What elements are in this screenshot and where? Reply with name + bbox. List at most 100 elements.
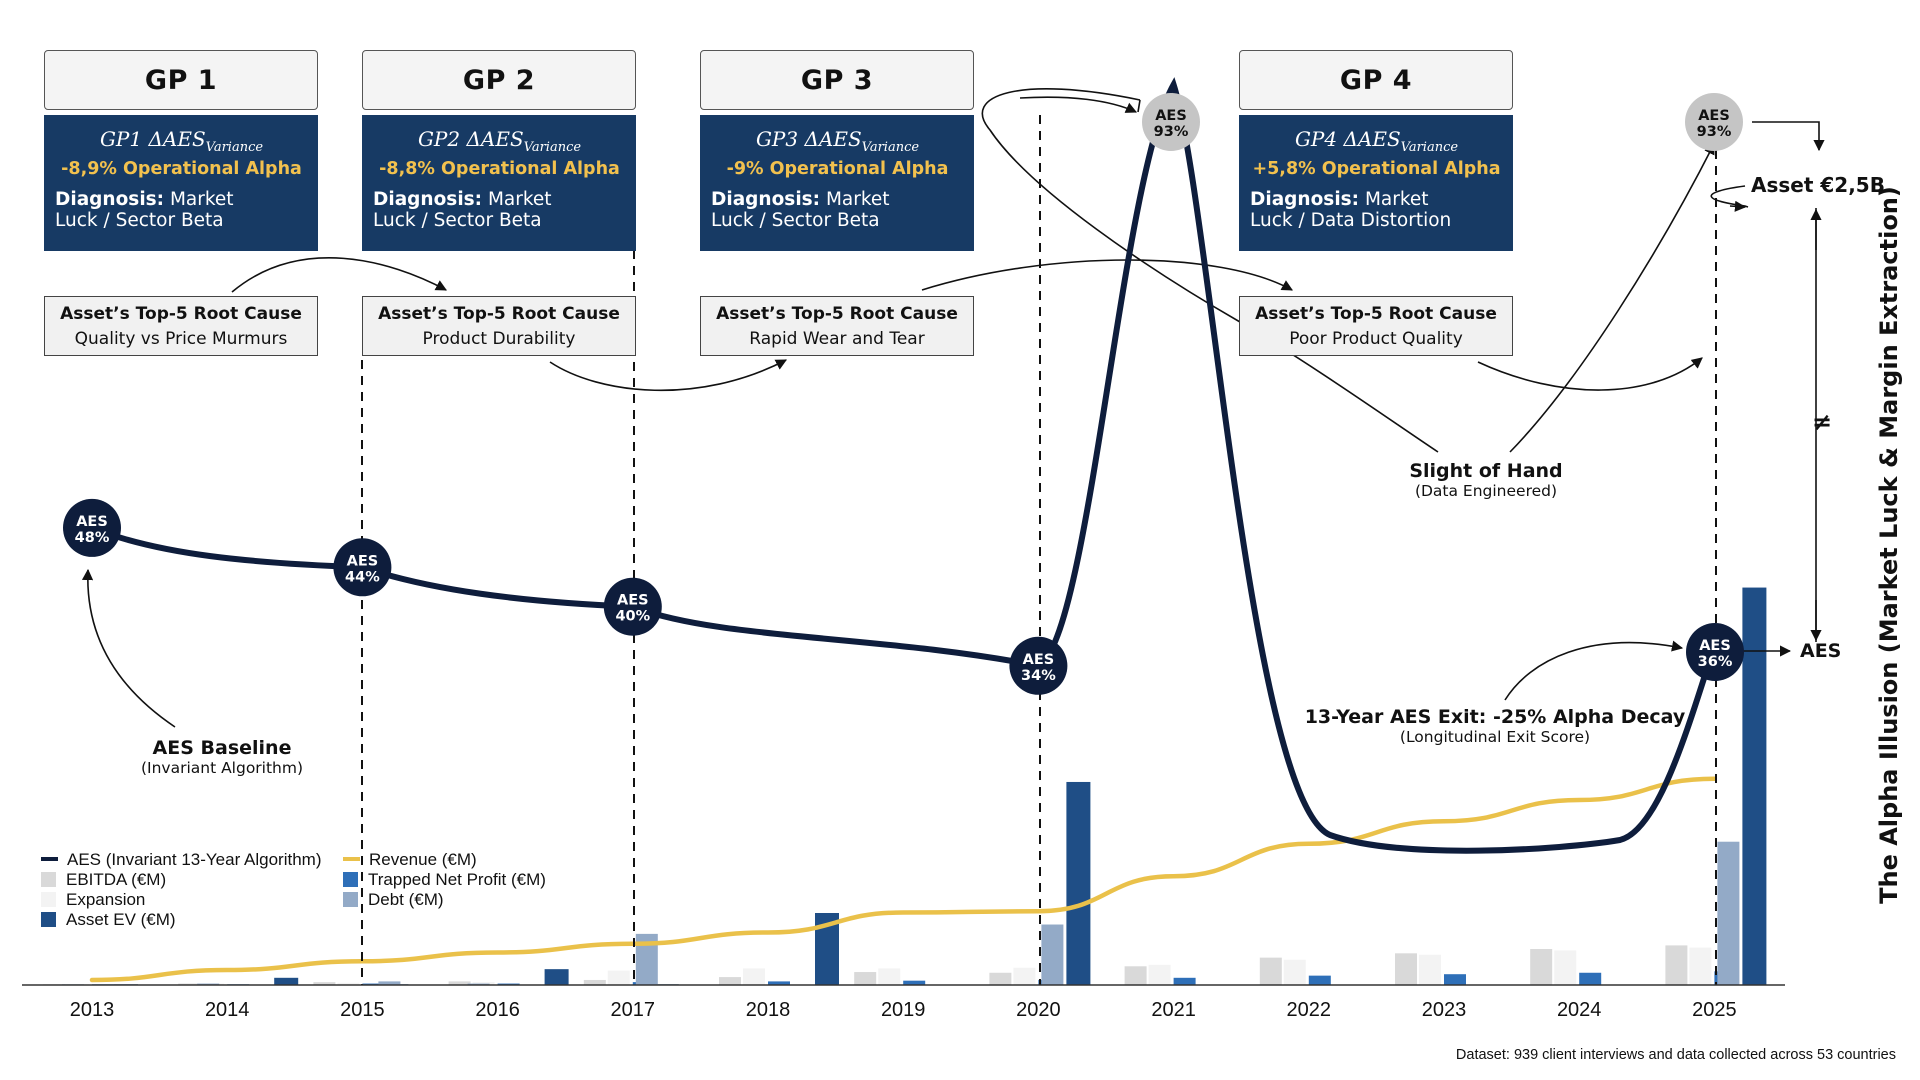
bar-debt-m-2020 (1041, 924, 1064, 985)
gp1-diagnosis-box: GP1 ΔAESVariance -8,9% Operational Alpha… (44, 115, 318, 251)
root-cause-detail: Poor Product Quality (1289, 329, 1463, 349)
arrow-gp1-gp2 (231, 257, 447, 293)
gp2-header: GP 2 (362, 50, 636, 110)
legend-expansion: Expansion (41, 890, 145, 910)
arrow-aes-exit (1504, 640, 1684, 701)
bar-ebitda-m-2024 (1530, 949, 1553, 985)
legend-revenue-swatch (343, 857, 360, 861)
x-tick-label-2019: 2019 (881, 999, 926, 1021)
aes-marker-label: AES (1699, 638, 1731, 654)
arrow-aes-baseline (81, 568, 176, 728)
legend-ebitda-swatch (41, 872, 56, 887)
bar-ebitda-m-2020 (989, 972, 1012, 985)
asset-label-arrow (1729, 200, 1747, 212)
aes-exit-annotation: 13-Year AES Exit: -25% Alpha Decay (Long… (1300, 706, 1690, 746)
x-tick-label-2017: 2017 (611, 999, 656, 1021)
gp3-formula: GP3 ΔAESVariance (755, 127, 920, 155)
slight-of-hand-annotation: Slight of Hand (Data Engineered) (1366, 460, 1606, 500)
gp2-alpha: -8,8% Operational Alpha (379, 159, 620, 179)
legend-asset-ev: Asset EV (€M) (41, 910, 176, 930)
bar-ebitda-m-2015 (313, 982, 336, 985)
gp4-formula: GP4 ΔAESVariance (1294, 127, 1459, 155)
bar-expansion2024 (1554, 950, 1577, 985)
aes-marker-circle (1009, 636, 1068, 695)
bar-debt-m-2015 (378, 981, 401, 985)
bar-expansion2015 (337, 982, 360, 985)
root-cause-detail: Product Durability (422, 329, 576, 349)
x-tick-label-2020: 2020 (1016, 999, 1061, 1021)
gp2-root-cause-box: Asset’s Top-5 Root Cause Product Durabil… (362, 296, 636, 356)
not-equal-sign: ≠ (1812, 408, 1833, 436)
chart-side-title: The Alpha Illusion (Market Luck & Margin… (1875, 186, 1903, 904)
slight-of-hand-label: Slight of Hand (1409, 460, 1563, 482)
x-tick-label-2015: 2015 (340, 999, 385, 1021)
bar-trapped-net-profit-m-2018 (768, 981, 790, 985)
gp4-alpha: +5,8% Operational Alpha (1252, 159, 1501, 179)
aes-marker-circle (1686, 623, 1744, 681)
legend-trapped-net-profit: Trapped Net Profit (€M) (343, 870, 546, 890)
bar-asset-ev-m-2016 (544, 969, 569, 985)
legend-expansion-swatch (41, 892, 56, 907)
bar-asset-ev-m-2020 (1066, 781, 1091, 985)
x-tick-label-2024: 2024 (1557, 999, 1602, 1021)
bar-expansion2022 (1283, 959, 1306, 985)
x-tick-label-2018: 2018 (746, 999, 791, 1021)
gp4-diagnosis-box: GP4 ΔAESVariance +5,8% Operational Alpha… (1239, 115, 1513, 251)
root-cause-title: Asset’s Top-5 Root Cause (1255, 304, 1497, 324)
legend-trapped-net-profit-swatch (343, 872, 358, 887)
gp2-formula: GP2 ΔAESVariance (417, 127, 582, 155)
x-tick-label-2023: 2023 (1422, 999, 1467, 1021)
gp3-diagnosis: Diagnosis: Market Luck / Sector Beta (711, 189, 890, 231)
x-tick-label-2021: 2021 (1151, 999, 1196, 1021)
root-cause-detail: Quality vs Price Murmurs (74, 329, 288, 349)
gp3-diagnosis-box: GP3 ΔAESVariance -9% Operational Alpha D… (700, 115, 974, 251)
aes-marker-value: 93% (1697, 124, 1732, 140)
aes-marker-circle (333, 538, 392, 597)
arrow-gp4-asset (1477, 357, 1703, 391)
aes-marker-value: 36% (1698, 654, 1733, 670)
legend-debt: Debt (€M) (343, 890, 444, 910)
x-tick-label-2013: 2013 (70, 999, 115, 1021)
bar-debt-m-2017 (635, 933, 658, 985)
legend-asset-ev-swatch (41, 912, 56, 927)
arrow-gp2-gp3 (549, 359, 787, 392)
bar-ebitda-m-2019 (854, 972, 877, 985)
revenue-line (89, 776, 1717, 983)
bar-ebitda-m-2022 (1259, 957, 1282, 985)
aes-exit-label: 13-Year AES Exit: -25% Alpha Decay (1304, 706, 1686, 728)
bar-expansion2021 (1148, 964, 1171, 985)
bar-ebitda-m-2021 (1124, 966, 1147, 985)
bar-ebitda-m-2016 (448, 981, 471, 985)
slight-hand-line-right (1509, 143, 1715, 453)
gp2-diagnosis: Diagnosis: Market Luck / Sector Beta (373, 189, 552, 231)
gp3-root-cause-box: Asset’s Top-5 Root Cause Rapid Wear and … (700, 296, 974, 356)
arrow-to-aes-93 (1019, 96, 1138, 113)
aes-baseline-sublabel: (Invariant Algorithm) (140, 759, 304, 777)
gp4-root-cause-box: Asset’s Top-5 Root Cause Poor Product Qu… (1239, 296, 1513, 356)
aes-marker-label: AES (1155, 108, 1187, 124)
x-tick-label-2014: 2014 (205, 999, 250, 1021)
gp3-header: GP 3 (700, 50, 974, 110)
gp4-header: GP 4 (1239, 50, 1513, 110)
bracket-aes-93-top (1752, 121, 1825, 152)
gp1-root-cause-box: Asset’s Top-5 Root Cause Quality vs Pric… (44, 296, 318, 356)
bar-ebitda-m-2018 (719, 977, 741, 985)
gp1-formula: GP1 ΔAESVariance (99, 127, 264, 155)
gp4-diagnosis: Diagnosis: Market Luck / Data Distortion (1250, 189, 1452, 231)
gp1-alpha: -8,9% Operational Alpha (61, 159, 302, 179)
root-cause-detail: Rapid Wear and Tear (749, 329, 925, 349)
bar-asset-ev-m-2025 (1742, 587, 1767, 985)
bar-debt-m-2025 (1717, 841, 1740, 985)
root-cause-title: Asset’s Top-5 Root Cause (60, 304, 302, 324)
bar-expansion2019 (878, 968, 901, 985)
bar-expansion2017 (607, 970, 630, 985)
aes-marker-value: 93% (1154, 124, 1189, 140)
bar-trapped-net-profit-m-2022 (1308, 975, 1331, 985)
bar-trapped-net-profit-m-2021 (1173, 977, 1196, 985)
aes-marker-label: AES (617, 593, 649, 609)
x-tick-label-2025: 2025 (1692, 999, 1737, 1021)
legend-revenue: Revenue (€M) (343, 850, 477, 870)
